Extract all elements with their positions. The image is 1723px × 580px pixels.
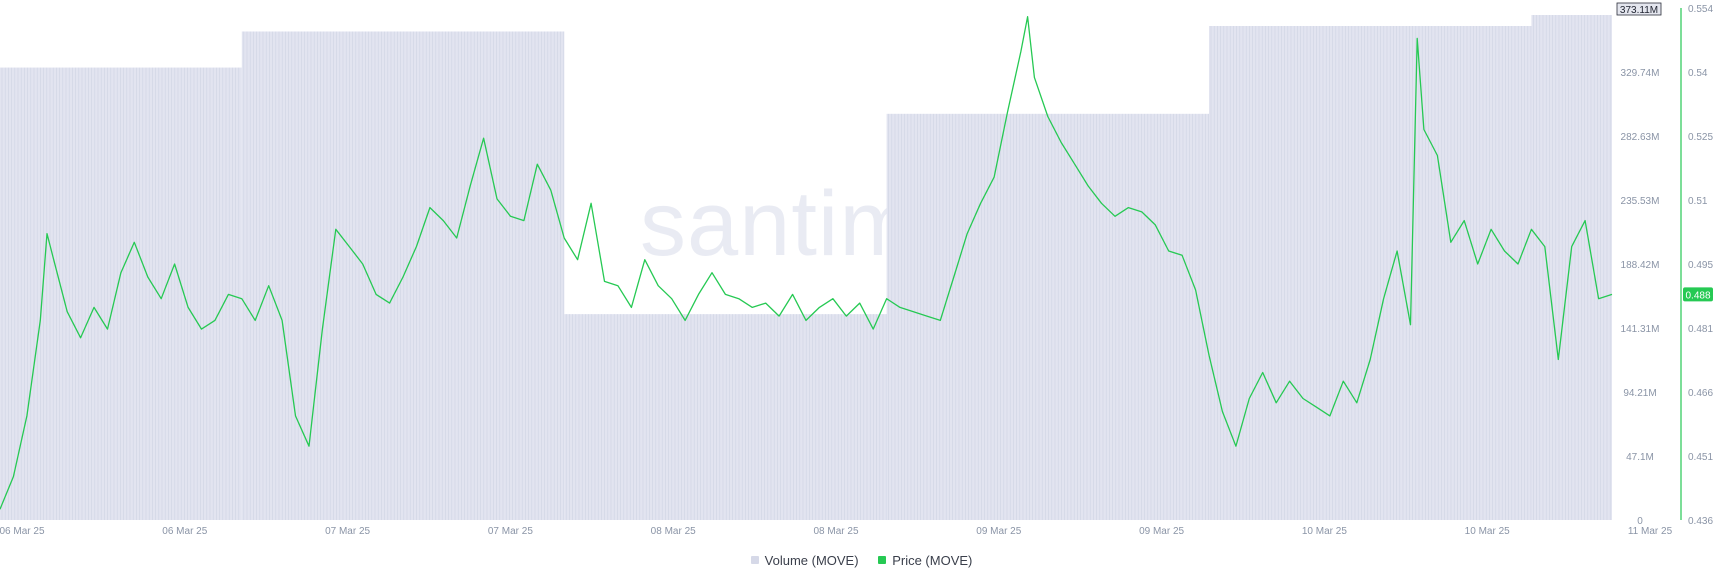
volume-swatch-icon xyxy=(750,556,759,564)
legend-item-price[interactable]: Price (MOVE) xyxy=(878,553,972,568)
x-axis-tick: 08 Mar 25 xyxy=(813,526,858,537)
volume-axis-tick: 188.42M xyxy=(1621,260,1660,271)
legend-label-volume: Volume (MOVE) xyxy=(764,552,859,568)
x-axis-tick: 07 Mar 25 xyxy=(488,526,533,537)
volume-axis-tick: 94.21M xyxy=(1623,388,1656,399)
volume-axis-tick: 329.74M xyxy=(1621,68,1660,79)
price-axis-tick: 0.495 xyxy=(1688,260,1713,271)
volume-axis-tick: 47.1M xyxy=(1626,452,1654,463)
volume-bar-segment xyxy=(1209,25,1532,520)
price-axis-tick: 0.525 xyxy=(1688,132,1713,143)
svg-text:0.488: 0.488 xyxy=(1685,290,1710,301)
x-axis-tick: 06 Mar 25 xyxy=(0,526,45,537)
current-volume-badge: 373.11M xyxy=(1616,2,1662,16)
price-line-layer xyxy=(0,16,1613,510)
x-axis-tick: 11 Mar 25 xyxy=(1628,526,1673,537)
price-axis-tick: 0.436 xyxy=(1688,516,1713,527)
volume-axis-tick: 141.31M xyxy=(1621,324,1660,335)
x-axis-tick: 09 Mar 25 xyxy=(1139,526,1184,537)
volume-bars xyxy=(0,15,1612,521)
x-axis-tick: 07 Mar 25 xyxy=(325,526,370,537)
price-axis-tick: 0.554 xyxy=(1688,4,1713,15)
x-axis-tick: 09 Mar 25 xyxy=(976,526,1021,537)
legend-item-volume[interactable]: Volume (MOVE) xyxy=(750,552,859,568)
price-axis-tick: 0.54 xyxy=(1688,68,1708,79)
x-axis-tick: 06 Mar 25 xyxy=(162,526,207,537)
volume-axis-tick: 0 xyxy=(1637,516,1643,527)
volume-axis-tick: 282.63M xyxy=(1621,132,1660,143)
current-price-badge: 0.488 xyxy=(1683,287,1713,302)
price-swatch-icon xyxy=(878,556,887,564)
volume-axis-tick: 235.53M xyxy=(1621,196,1660,207)
axes: 0 47.1M 94.21M 141.31M 188.42M 235.53M 282.63M… xyxy=(0,2,1713,537)
price-axis-tick: 0.466 xyxy=(1688,388,1713,399)
svg-text:373.11M: 373.11M xyxy=(1620,5,1658,16)
volume-bar-segment xyxy=(564,314,887,520)
x-axis-tick: 10 Mar 25 xyxy=(1302,526,1347,537)
volume-bar-segment xyxy=(1531,15,1612,520)
legend-label-price: Price (MOVE) xyxy=(892,552,973,568)
price-line xyxy=(0,16,1613,510)
price-axis-tick: 0.451 xyxy=(1688,452,1713,463)
volume-bar-segment xyxy=(886,113,1209,521)
price-axis-tick: 0.481 xyxy=(1688,324,1713,335)
x-axis-tick: 10 Mar 25 xyxy=(1465,526,1510,537)
volume-bar-segment xyxy=(0,67,242,521)
price-axis-tick: 0.51 xyxy=(1688,196,1708,207)
x-axis-tick: 08 Mar 25 xyxy=(651,526,696,537)
legend: Volume (MOVE) Price (MOVE) xyxy=(0,552,1723,568)
volume-bar-segment xyxy=(241,31,565,521)
